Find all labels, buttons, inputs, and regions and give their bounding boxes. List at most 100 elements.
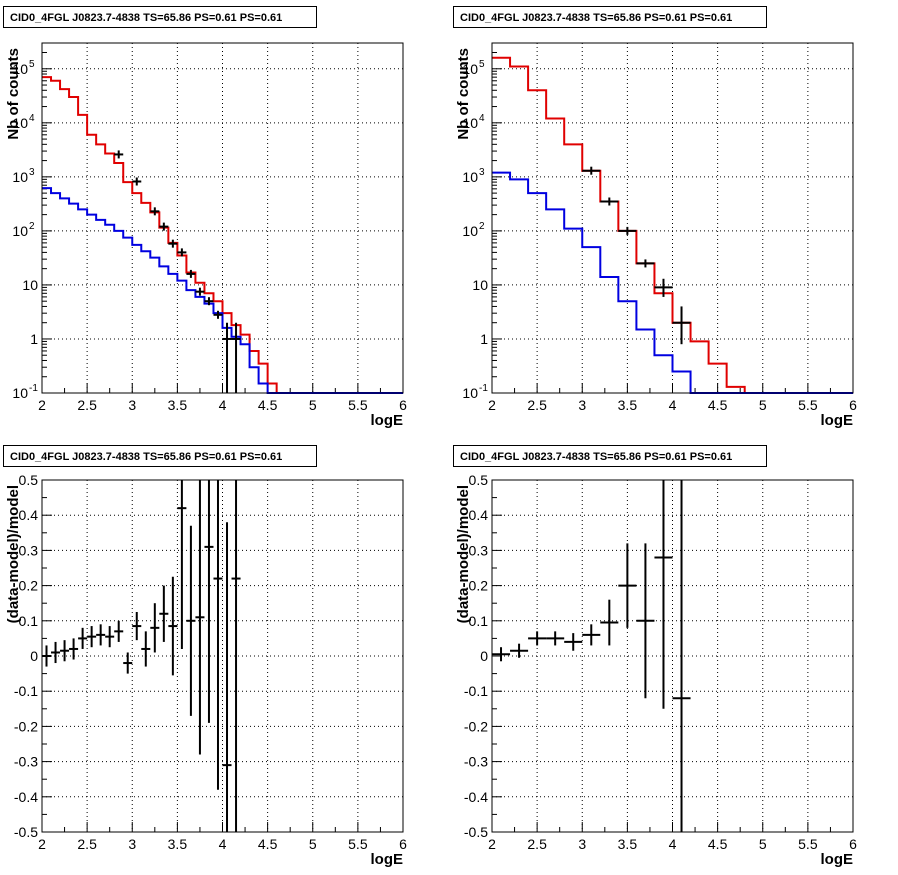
y-tick-label: 10 — [12, 61, 28, 77]
total-model-histogram — [492, 56, 853, 394]
x-tick-label: 3 — [578, 836, 586, 852]
y-tick-label: 0.3 — [19, 542, 39, 558]
y-tick-label: -0.3 — [464, 754, 488, 770]
y-tick-label: 0.2 — [19, 578, 39, 594]
y-tick-label: 10 — [462, 115, 478, 131]
y-axis-label: (data-model)/model — [455, 485, 472, 623]
source-model-histogram — [42, 187, 403, 394]
y-tick-label: 10 — [12, 385, 28, 401]
y-tick-label: 10 — [22, 277, 38, 293]
y-tick-label: 0.1 — [469, 613, 489, 629]
x-tick-label: 3.5 — [168, 836, 188, 852]
y-tick-label: 0.3 — [469, 542, 489, 558]
x-tick-label: 2 — [38, 836, 46, 852]
y-tick-label: 10 — [462, 169, 478, 185]
x-tick-label: 3 — [128, 397, 136, 413]
x-tick-label: 4.5 — [258, 836, 278, 852]
x-tick-label: 4 — [669, 836, 677, 852]
y-tick-label: -0.5 — [14, 824, 38, 840]
x-tick-label: 4 — [219, 836, 227, 852]
y-tick-exponent: 2 — [479, 221, 485, 232]
x-tick-label: 4.5 — [708, 836, 728, 852]
x-tick-label: 2 — [38, 397, 46, 413]
x-tick-label: 4 — [219, 397, 227, 413]
y-tick-label: 0.1 — [19, 613, 39, 629]
y-tick-label: 10 — [462, 61, 478, 77]
y-tick-label: 0.2 — [469, 578, 489, 594]
x-tick-label: 2 — [488, 397, 496, 413]
x-tick-label: 5 — [309, 397, 317, 413]
x-tick-label: 3.5 — [618, 836, 638, 852]
x-tick-label: 6 — [399, 397, 407, 413]
x-axis-label: logE — [371, 412, 404, 429]
x-tick-label: 5.5 — [798, 397, 818, 413]
y-tick-exponent: 3 — [479, 167, 485, 178]
y-tick-label: 0.5 — [19, 472, 39, 488]
y-tick-label: 10 — [12, 169, 28, 185]
x-tick-label: 5 — [759, 397, 767, 413]
y-tick-exponent: 2 — [29, 221, 35, 232]
panel-title-bottom-right: CID0_4FGL J0823.7-4838 TS=65.86 PS=0.61 … — [453, 445, 767, 467]
plot-frame — [41, 479, 404, 833]
x-tick-label: 5 — [309, 836, 317, 852]
y-tick-exponent: 4 — [479, 113, 485, 124]
source-model-histogram — [492, 171, 853, 394]
x-tick-label: 6 — [849, 397, 857, 413]
x-tick-label: 2.5 — [77, 397, 97, 413]
x-axis-label: logE — [821, 851, 854, 868]
y-tick-label: -0.2 — [14, 718, 38, 734]
y-tick-exponent: 4 — [29, 113, 35, 124]
y-tick-label: 1 — [30, 331, 38, 347]
x-tick-label: 5.5 — [798, 836, 818, 852]
y-tick-label: 0.5 — [469, 472, 489, 488]
x-tick-label: 6 — [849, 836, 857, 852]
plot-frame — [491, 479, 854, 833]
x-tick-label: 3.5 — [168, 397, 188, 413]
y-tick-label: 10 — [472, 277, 488, 293]
y-tick-label: 0.4 — [19, 507, 39, 523]
x-tick-label: 5.5 — [348, 397, 368, 413]
y-tick-label: 0.4 — [469, 507, 489, 523]
y-tick-label: 10 — [462, 385, 478, 401]
x-tick-label: 2 — [488, 836, 496, 852]
y-tick-exponent: -1 — [479, 383, 488, 394]
y-tick-label: -0.5 — [464, 824, 488, 840]
y-tick-exponent: 5 — [479, 59, 485, 70]
x-tick-label: 4.5 — [258, 397, 278, 413]
y-axis-label: Nb of counts — [455, 48, 472, 140]
y-tick-label: -0.3 — [14, 754, 38, 770]
x-tick-label: 4 — [669, 397, 677, 413]
x-tick-label: 5.5 — [348, 836, 368, 852]
x-tick-label: 2.5 — [77, 836, 97, 852]
x-tick-label: 6 — [399, 836, 407, 852]
y-tick-label: -0.1 — [464, 683, 488, 699]
x-tick-label: 2.5 — [527, 836, 547, 852]
y-tick-label: 0 — [30, 648, 38, 664]
y-tick-exponent: 5 — [29, 59, 35, 70]
y-tick-label: -0.2 — [464, 718, 488, 734]
plot-frame — [491, 42, 854, 394]
x-axis-label: logE — [821, 412, 854, 429]
x-tick-label: 4.5 — [708, 397, 728, 413]
x-tick-label: 3.5 — [618, 397, 638, 413]
panel-title-top-right: CID0_4FGL J0823.7-4838 TS=65.86 PS=0.61 … — [453, 6, 767, 28]
panel-title-top-left: CID0_4FGL J0823.7-4838 TS=65.86 PS=0.61 … — [3, 6, 317, 28]
panel-title-bottom-left: CID0_4FGL J0823.7-4838 TS=65.86 PS=0.61 … — [3, 445, 317, 467]
y-tick-label: 1 — [480, 331, 488, 347]
y-tick-exponent: 3 — [29, 167, 35, 178]
y-tick-label: -0.4 — [464, 789, 488, 805]
y-tick-label: -0.4 — [14, 789, 38, 805]
y-axis-label: (data-model)/model — [5, 485, 22, 623]
y-tick-label: 10 — [12, 223, 28, 239]
x-tick-label: 3 — [128, 836, 136, 852]
y-tick-label: 0 — [480, 648, 488, 664]
y-tick-label: 10 — [12, 115, 28, 131]
y-axis-label: Nb of counts — [5, 48, 22, 140]
x-axis-label: logE — [371, 851, 404, 868]
plot-frame — [41, 42, 404, 394]
y-tick-label: -0.1 — [14, 683, 38, 699]
y-tick-exponent: -1 — [29, 383, 38, 394]
y-tick-label: 10 — [462, 223, 478, 239]
x-tick-label: 5 — [759, 836, 767, 852]
